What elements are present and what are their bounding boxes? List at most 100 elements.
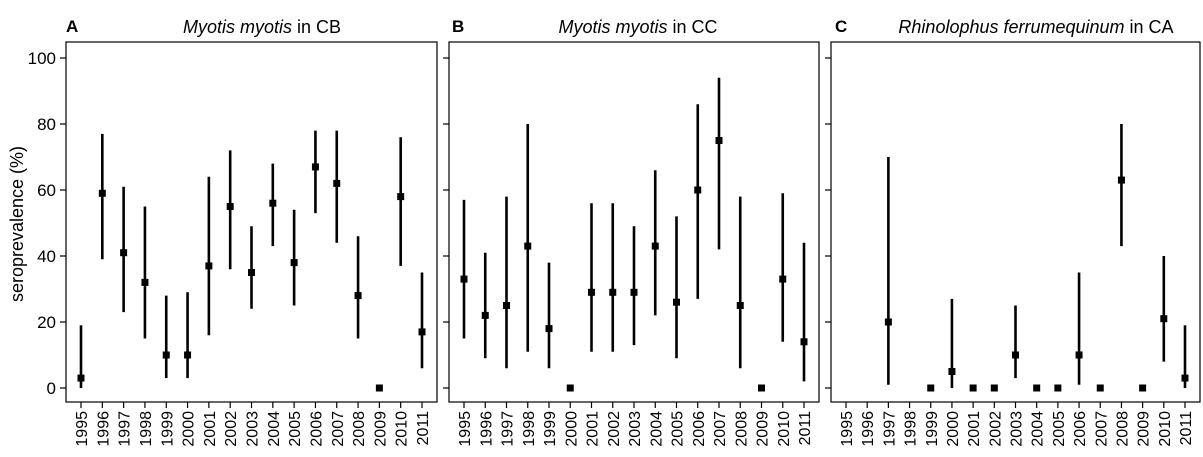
panel-b-title: Myotis myotis in CC	[558, 17, 717, 37]
data-point	[715, 137, 723, 144]
x-tick-label: 1999	[924, 411, 941, 447]
data-point	[1181, 374, 1189, 382]
x-tick-label: 2007	[712, 411, 729, 447]
data-point	[141, 278, 149, 286]
x-tick-label: 1996	[860, 411, 877, 447]
x-tick-label: 1999	[159, 411, 176, 447]
x-tick-label: 1996	[95, 411, 112, 447]
data-point	[927, 384, 935, 392]
data-point	[311, 163, 319, 171]
x-tick-label: 2002	[606, 411, 623, 447]
x-tick-label: 2009	[755, 411, 772, 447]
data-point	[588, 288, 595, 296]
data-point	[1033, 384, 1041, 392]
x-tick-label: 2003	[1009, 411, 1026, 447]
data-point	[545, 325, 553, 333]
x-tick-label: 2008	[1114, 411, 1131, 447]
data-point	[779, 275, 787, 283]
x-tick-label: 2002	[987, 411, 1004, 447]
x-tick-label: 2000	[563, 411, 580, 447]
x-tick-label: 2004	[648, 411, 665, 447]
x-tick-label: 2003	[245, 411, 262, 447]
data-point	[226, 203, 234, 210]
data-point	[481, 311, 489, 319]
plot-frame	[65, 41, 438, 403]
data-point	[694, 186, 702, 194]
data-point	[120, 249, 128, 257]
panel-a-title: Myotis myotis in CB	[183, 17, 341, 37]
x-tick-label: 2009	[372, 411, 389, 447]
x-tick-label: 1998	[521, 411, 538, 447]
x-tick-label: 2004	[1030, 411, 1047, 447]
x-tick-label: 2000	[181, 411, 198, 447]
y-tick-label: 20	[37, 313, 56, 332]
x-tick-label: 1999	[542, 411, 559, 447]
panel-a: A Myotis myotis in CB seroprevalence (%)…	[7, 17, 438, 447]
data-point	[736, 302, 744, 309]
data-point	[800, 338, 808, 346]
data-point	[1054, 384, 1062, 392]
data-point	[524, 242, 532, 250]
data-point	[651, 242, 659, 250]
data-point	[248, 269, 255, 276]
panel-c-letter: C	[835, 17, 847, 36]
x-tick-label: 2010	[776, 411, 793, 447]
x-tick-label: 2006	[691, 411, 708, 447]
x-tick-label: 2006	[1072, 411, 1089, 447]
x-tick-label: 2005	[1051, 411, 1068, 447]
x-tick-label: 1997	[117, 411, 134, 447]
y-tick-label: 80	[37, 115, 56, 134]
y-tick-label: 100	[28, 49, 56, 68]
x-tick-label: 1997	[500, 411, 517, 447]
y-axis-label: seroprevalence (%)	[7, 146, 27, 302]
data-point	[948, 368, 956, 375]
data-point	[184, 351, 192, 359]
data-point	[884, 318, 892, 326]
data-point	[758, 384, 765, 392]
x-tick-label: 2011	[415, 411, 432, 446]
data-point	[1139, 384, 1147, 392]
x-tick-label: 2007	[330, 411, 347, 447]
data-point	[375, 384, 383, 392]
x-tick-label: 2009	[1136, 411, 1153, 447]
data-point	[1012, 351, 1019, 359]
x-tick-label: 2001	[966, 411, 983, 447]
data-point	[609, 288, 617, 296]
data-point	[1096, 384, 1104, 392]
data-point	[460, 275, 468, 283]
data-point	[630, 288, 638, 296]
x-tick-label: 2008	[351, 411, 368, 447]
data-point	[333, 179, 341, 187]
x-tick-label: 1998	[138, 411, 155, 447]
x-tick-label: 2005	[287, 411, 304, 447]
x-tick-label: 1998	[903, 411, 920, 447]
x-tick-label: 1995	[457, 411, 474, 447]
x-tick-label: 2002	[223, 411, 240, 447]
data-point	[162, 351, 170, 359]
y-tick-label: 60	[37, 181, 56, 200]
data-point	[269, 199, 277, 207]
x-tick-label: 2010	[1157, 411, 1174, 447]
x-tick-label: 2005	[670, 411, 687, 447]
x-tick-label: 2001	[585, 411, 602, 447]
data-point	[969, 384, 977, 392]
y-tick-label: 40	[37, 247, 56, 266]
x-tick-label: 1997	[881, 411, 898, 447]
x-tick-label: 1995	[74, 411, 91, 447]
data-point	[354, 292, 362, 300]
data-point	[673, 298, 680, 306]
x-tick-label: 2010	[394, 411, 411, 447]
x-tick-label: 2007	[1093, 411, 1110, 447]
x-tick-label: 2004	[266, 411, 283, 447]
data-point	[418, 328, 426, 336]
data-point	[98, 189, 106, 197]
data-point	[205, 262, 213, 270]
x-tick-label: 2006	[308, 411, 325, 447]
data-point	[1075, 351, 1083, 359]
x-tick-label: 2008	[733, 411, 750, 447]
x-tick-label: 2001	[202, 411, 219, 447]
panel-c-title: Rhinolophus ferrumequinum in CA	[898, 17, 1173, 37]
data-point	[290, 259, 298, 267]
data-point	[990, 384, 998, 392]
